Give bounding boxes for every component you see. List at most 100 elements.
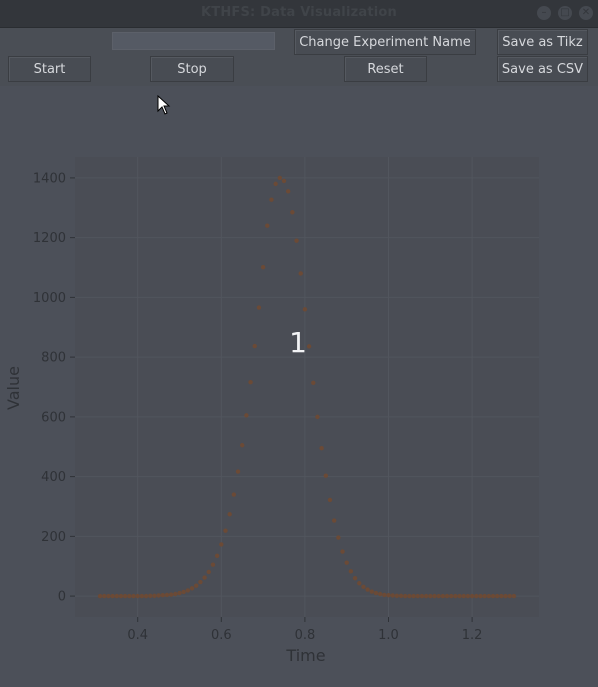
data-point	[152, 593, 157, 598]
data-point	[357, 581, 362, 586]
data-point	[499, 593, 504, 599]
data-point	[122, 593, 128, 599]
data-point	[386, 592, 391, 598]
window-title: KTHFS: Data Visualization	[200, 5, 398, 20]
data-point	[457, 593, 462, 599]
data-point	[260, 265, 266, 270]
data-point	[306, 344, 312, 349]
data-point	[173, 591, 178, 597]
data-point	[240, 443, 245, 448]
reset-button[interactable]: Reset	[344, 56, 427, 82]
data-point	[369, 589, 374, 594]
data-point	[461, 593, 466, 599]
data-point	[507, 593, 512, 599]
data-point	[227, 512, 232, 517]
data-point	[482, 593, 487, 599]
data-point	[465, 593, 471, 599]
y-tick-label: 400	[41, 470, 66, 485]
data-point	[189, 586, 195, 591]
data-point	[256, 305, 262, 310]
data-point	[131, 593, 136, 599]
data-point	[185, 588, 191, 593]
y-tick-label: 1000	[33, 291, 66, 306]
data-point	[352, 575, 358, 581]
data-point	[348, 569, 354, 574]
data-point	[486, 593, 492, 599]
data-point	[231, 492, 237, 497]
overlay-label: 1	[289, 326, 307, 359]
save-as-tikz-button[interactable]: Save as Tikz	[497, 29, 588, 55]
change-experiment-name-button[interactable]: Change Experiment Name	[294, 29, 476, 55]
data-points	[97, 175, 517, 599]
y-tick-label: 200	[41, 530, 66, 545]
experiment-name-input[interactable]	[112, 32, 275, 50]
scatter-plot[interactable]: 0.4 0.6 0.8 1.0 1.2 0 200 400 600 800 1000 1200 1400…	[0, 86, 598, 683]
data-point	[139, 593, 145, 599]
data-point	[490, 593, 496, 599]
x-tick-label: 1.0	[378, 628, 399, 643]
data-point	[319, 446, 324, 451]
data-point	[403, 593, 408, 599]
close-icon[interactable]: ✕	[579, 6, 593, 20]
data-point	[495, 593, 500, 599]
data-point	[102, 593, 107, 599]
title-bar: KTHFS: Data Visualization – □ ✕	[0, 0, 598, 28]
stop-button[interactable]: Stop	[150, 56, 234, 82]
x-axis-label: Time	[285, 646, 325, 665]
data-point	[444, 593, 450, 599]
data-point	[449, 593, 454, 599]
data-point	[168, 592, 174, 597]
data-point	[411, 593, 416, 599]
data-point	[148, 593, 153, 598]
data-point	[365, 587, 370, 592]
plot-area	[75, 157, 539, 617]
data-point	[377, 591, 383, 597]
y-tick-label: 800	[41, 351, 66, 366]
data-point	[156, 593, 161, 598]
y-tick-label: 0	[58, 590, 66, 605]
data-point	[390, 593, 395, 598]
data-point	[269, 197, 274, 202]
save-as-csv-button[interactable]: Save as CSV	[497, 56, 588, 82]
data-point	[290, 210, 295, 215]
data-point	[273, 181, 278, 187]
data-point	[127, 593, 132, 599]
data-point	[423, 593, 429, 599]
data-point	[474, 593, 479, 599]
y-tick-label: 1200	[33, 231, 66, 246]
x-tick-label: 0.6	[211, 628, 232, 643]
data-point	[503, 593, 508, 599]
data-point	[327, 497, 333, 503]
data-point	[223, 528, 228, 533]
minimize-icon[interactable]: –	[537, 6, 551, 20]
data-point	[336, 535, 341, 540]
data-point	[177, 590, 182, 596]
data-point	[106, 593, 111, 599]
data-point	[110, 593, 115, 599]
data-point	[281, 178, 287, 184]
data-point	[285, 189, 291, 194]
data-point	[248, 380, 253, 385]
data-point	[160, 592, 165, 598]
data-point	[202, 575, 207, 580]
x-tick-label: 0.4	[127, 628, 148, 643]
grid-lines	[75, 157, 539, 617]
data-point	[219, 542, 224, 547]
data-point	[206, 569, 211, 575]
y-axis-label: Value	[4, 366, 23, 410]
data-point	[311, 380, 316, 386]
y-tick-label: 600	[41, 410, 66, 425]
data-point	[315, 414, 320, 420]
data-point	[394, 593, 400, 598]
data-point	[344, 560, 349, 565]
maximize-icon[interactable]: □	[558, 6, 572, 20]
x-tick-label: 0.8	[295, 628, 316, 643]
start-button[interactable]: Start	[8, 56, 91, 82]
data-point	[194, 583, 199, 588]
data-point	[135, 593, 140, 599]
y-tick-label: 1400	[33, 171, 66, 186]
data-point	[235, 469, 241, 474]
data-point	[214, 553, 220, 558]
data-point	[252, 343, 257, 349]
data-point	[428, 593, 433, 599]
